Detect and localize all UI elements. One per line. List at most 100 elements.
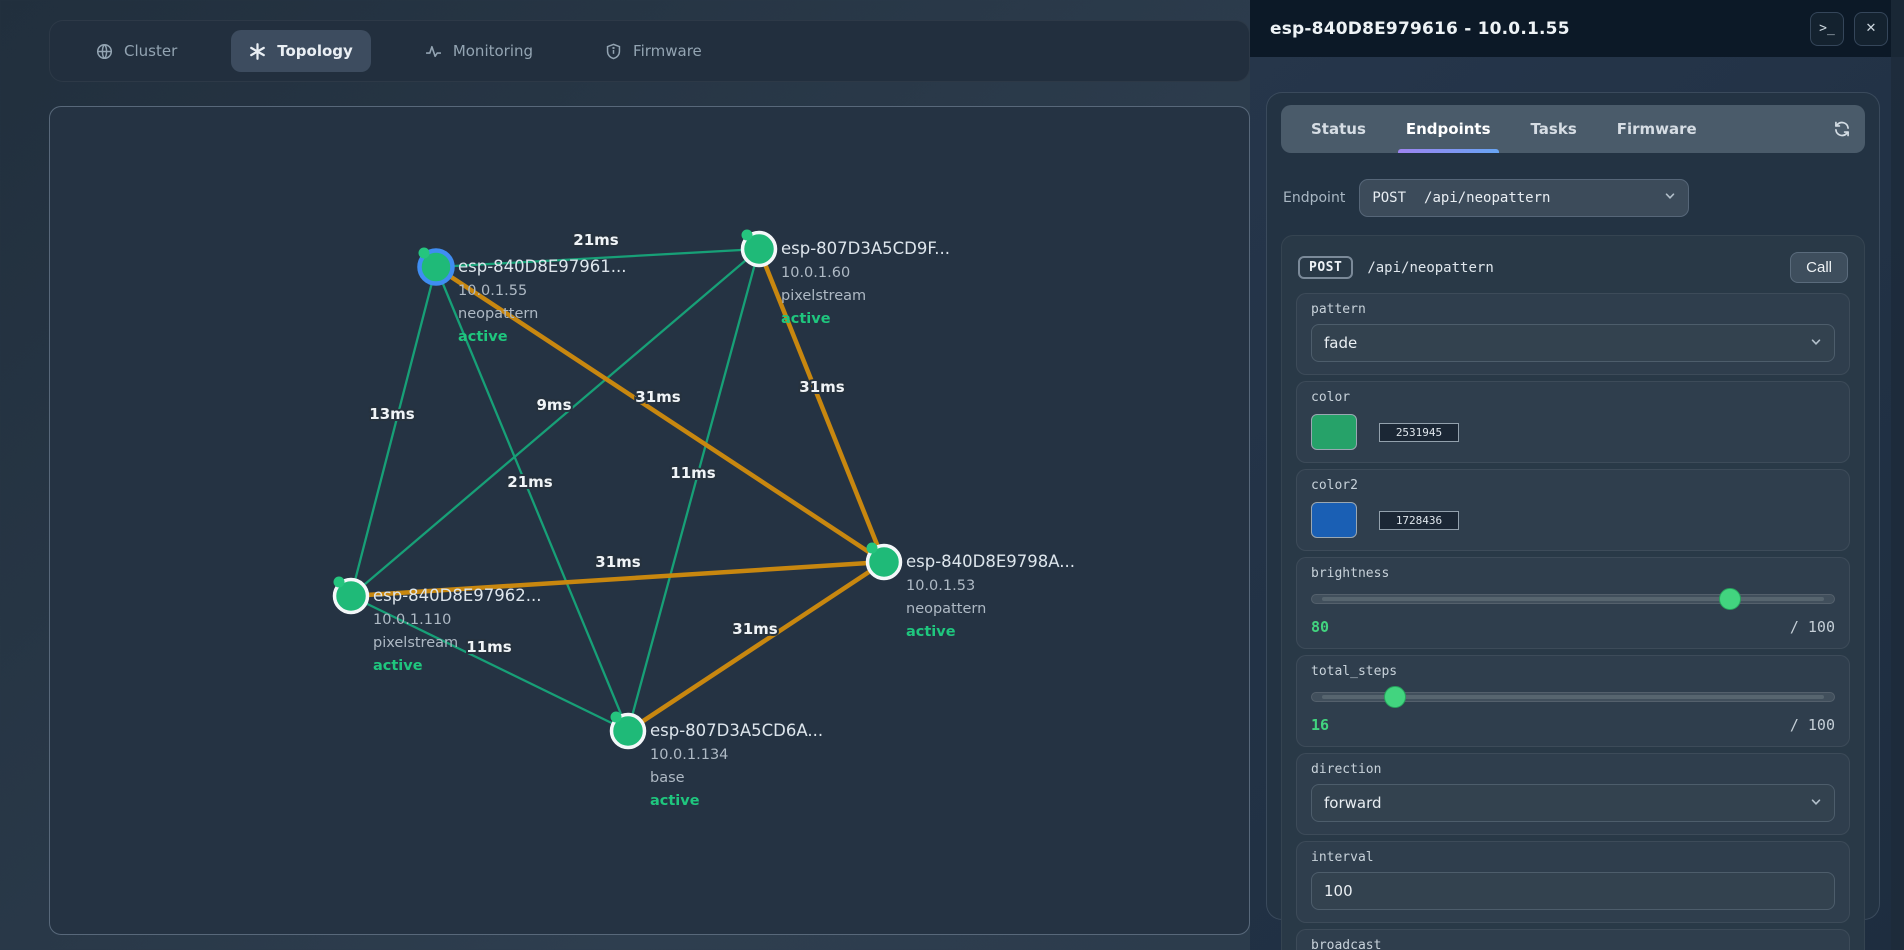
- chevron-down-icon: [1810, 794, 1822, 812]
- tab-endpoints[interactable]: Endpoints: [1390, 105, 1507, 153]
- terminal-icon: >_: [1819, 21, 1835, 36]
- pattern-select[interactable]: fade: [1311, 324, 1835, 362]
- field-color: color: [1296, 381, 1850, 463]
- endpoint-select[interactable]: POST /api/neopattern: [1359, 179, 1690, 217]
- node-ip: 10.0.1.53: [906, 578, 975, 594]
- nav-item-topology[interactable]: Topology: [231, 30, 371, 72]
- nav-item-monitoring[interactable]: Monitoring: [407, 30, 551, 72]
- refresh-button[interactable]: [1833, 105, 1851, 153]
- node-name: esp-807D3A5CD9F...: [781, 239, 950, 258]
- slider-thumb[interactable]: [1383, 686, 1406, 708]
- field-total-steps: total_steps 16 / 100: [1296, 655, 1850, 747]
- panel-header: esp-840D8E979616 - 10.0.1.55 >_ ✕: [1250, 0, 1904, 57]
- topology-edge: [626, 248, 761, 732]
- field-label: pattern: [1311, 302, 1366, 317]
- topology-canvas[interactable]: 21ms 13ms 21ms 9ms 11ms 11ms 31ms 31ms 31ms 31ms e…: [49, 106, 1250, 935]
- field-color2: color2: [1296, 469, 1850, 551]
- nav-label: Monitoring: [452, 42, 534, 60]
- color2-value-input[interactable]: [1379, 510, 1459, 530]
- panel-card: Status Endpoints Tasks Firmware Endpoint…: [1266, 92, 1880, 950]
- node-name: esp-840D8E97961...: [458, 257, 627, 276]
- field-label: brightness: [1311, 566, 1390, 581]
- close-button[interactable]: ✕: [1854, 11, 1888, 46]
- field-pattern: pattern fade: [1296, 293, 1850, 375]
- field-label: direction: [1311, 762, 1382, 777]
- node-name: esp-840D8E9798A...: [906, 552, 1075, 571]
- node-status: active: [458, 329, 508, 345]
- field-label: broadcast: [1311, 938, 1382, 950]
- node-status-dot: [866, 542, 878, 554]
- total-steps-slider[interactable]: [1311, 686, 1835, 708]
- node-circle[interactable]: [609, 712, 647, 750]
- slider-value: 80: [1311, 618, 1330, 636]
- node-circle[interactable]: [865, 543, 903, 581]
- topology-graph: 21ms 13ms 21ms 9ms 11ms 11ms 31ms 31ms 31ms 31ms e…: [332, 229, 1076, 810]
- node-circle[interactable]: [332, 577, 370, 615]
- node-status: active: [650, 793, 700, 809]
- field-label: color2: [1311, 478, 1358, 493]
- node-status: active: [906, 624, 956, 640]
- request-header: POST /api/neopattern Call: [1282, 244, 1864, 293]
- call-button[interactable]: Call: [1790, 252, 1848, 283]
- topology-node[interactable]: esp-840D8E9798A... 10.0.1.53 neopattern act…: [865, 542, 1076, 641]
- node-status: active: [781, 311, 831, 327]
- firmware-icon: [606, 43, 621, 59]
- edge-latency-label: 9ms: [537, 396, 572, 414]
- topology-node[interactable]: esp-807D3A5CD6A... 10.0.1.134 base active: [609, 711, 824, 810]
- topology-node[interactable]: esp-840D8E97961... 10.0.1.55 neopattern act…: [417, 247, 627, 346]
- color-value-input[interactable]: [1379, 422, 1459, 442]
- node-status-dot: [610, 711, 622, 723]
- request-form: POST /api/neopattern Call pattern fade c…: [1281, 235, 1865, 950]
- endpoint-label: Endpoint: [1283, 190, 1346, 206]
- color2-swatch[interactable]: [1311, 502, 1357, 538]
- brightness-slider[interactable]: [1311, 588, 1835, 610]
- color-swatch[interactable]: [1311, 414, 1357, 450]
- topology-edge: [349, 266, 438, 597]
- tab-status[interactable]: Status: [1311, 120, 1366, 138]
- interval-input[interactable]: [1311, 872, 1835, 910]
- node-role: neopattern: [906, 601, 986, 617]
- close-icon: ✕: [1865, 21, 1877, 36]
- direction-select[interactable]: forward: [1311, 784, 1835, 822]
- endpoint-selector-row: Endpoint POST /api/neopattern: [1281, 179, 1865, 217]
- edge-latency-label: 31ms: [799, 378, 845, 396]
- node-role: base: [650, 770, 685, 786]
- nav-item-firmware[interactable]: Firmware: [587, 30, 720, 72]
- panel-title: esp-840D8E979616 - 10.0.1.55: [1270, 18, 1570, 39]
- node-status-dot: [741, 229, 753, 241]
- field-brightness: brightness 80 / 100: [1296, 557, 1850, 649]
- node-ip: 10.0.1.60: [781, 265, 850, 281]
- endpoint-method: POST: [1372, 190, 1407, 206]
- node-name: esp-807D3A5CD6A...: [650, 721, 823, 740]
- edge-latency-label: 31ms: [595, 553, 641, 571]
- request-path: /api/neopattern: [1367, 259, 1494, 276]
- node-status-dot: [418, 247, 430, 259]
- nav-label: Topology: [277, 42, 353, 60]
- topology-edge: [350, 559, 885, 599]
- topology-edge: [434, 265, 886, 564]
- edge-latency-label: 31ms: [635, 388, 681, 406]
- topology-edge: [435, 247, 760, 269]
- main-nav: Cluster Topology Monitoring Firmware: [49, 20, 1250, 82]
- slider-max: / 100: [1789, 716, 1835, 734]
- node-role: neopattern: [458, 306, 538, 322]
- field-direction: direction forward: [1296, 753, 1850, 835]
- edge-latency-label: 31ms: [732, 620, 778, 638]
- nav-item-cluster[interactable]: Cluster: [78, 30, 195, 72]
- topology-node[interactable]: esp-807D3A5CD9F... 10.0.1.60 pixelstream ac…: [740, 229, 950, 328]
- node-circle-selected[interactable]: [417, 248, 455, 286]
- node-ip: 10.0.1.55: [458, 283, 527, 299]
- field-broadcast: broadcast broadcast: [1296, 929, 1850, 950]
- slider-thumb[interactable]: [1719, 588, 1742, 610]
- device-panel: esp-840D8E979616 - 10.0.1.55 >_ ✕ Status…: [1250, 0, 1904, 950]
- topology-edge: [626, 560, 886, 733]
- topology-node[interactable]: esp-840D8E97962... 10.0.1.110 pixelstream a…: [332, 576, 542, 675]
- tab-firmware[interactable]: Firmware: [1616, 120, 1697, 138]
- nav-label: Firmware: [633, 42, 702, 60]
- node-circle[interactable]: [740, 230, 778, 268]
- edge-latency-label: 21ms: [573, 231, 619, 249]
- method-badge: POST: [1298, 256, 1354, 279]
- node-status-dot: [333, 576, 345, 588]
- terminal-button[interactable]: >_: [1810, 11, 1844, 46]
- tab-tasks[interactable]: Tasks: [1530, 120, 1577, 138]
